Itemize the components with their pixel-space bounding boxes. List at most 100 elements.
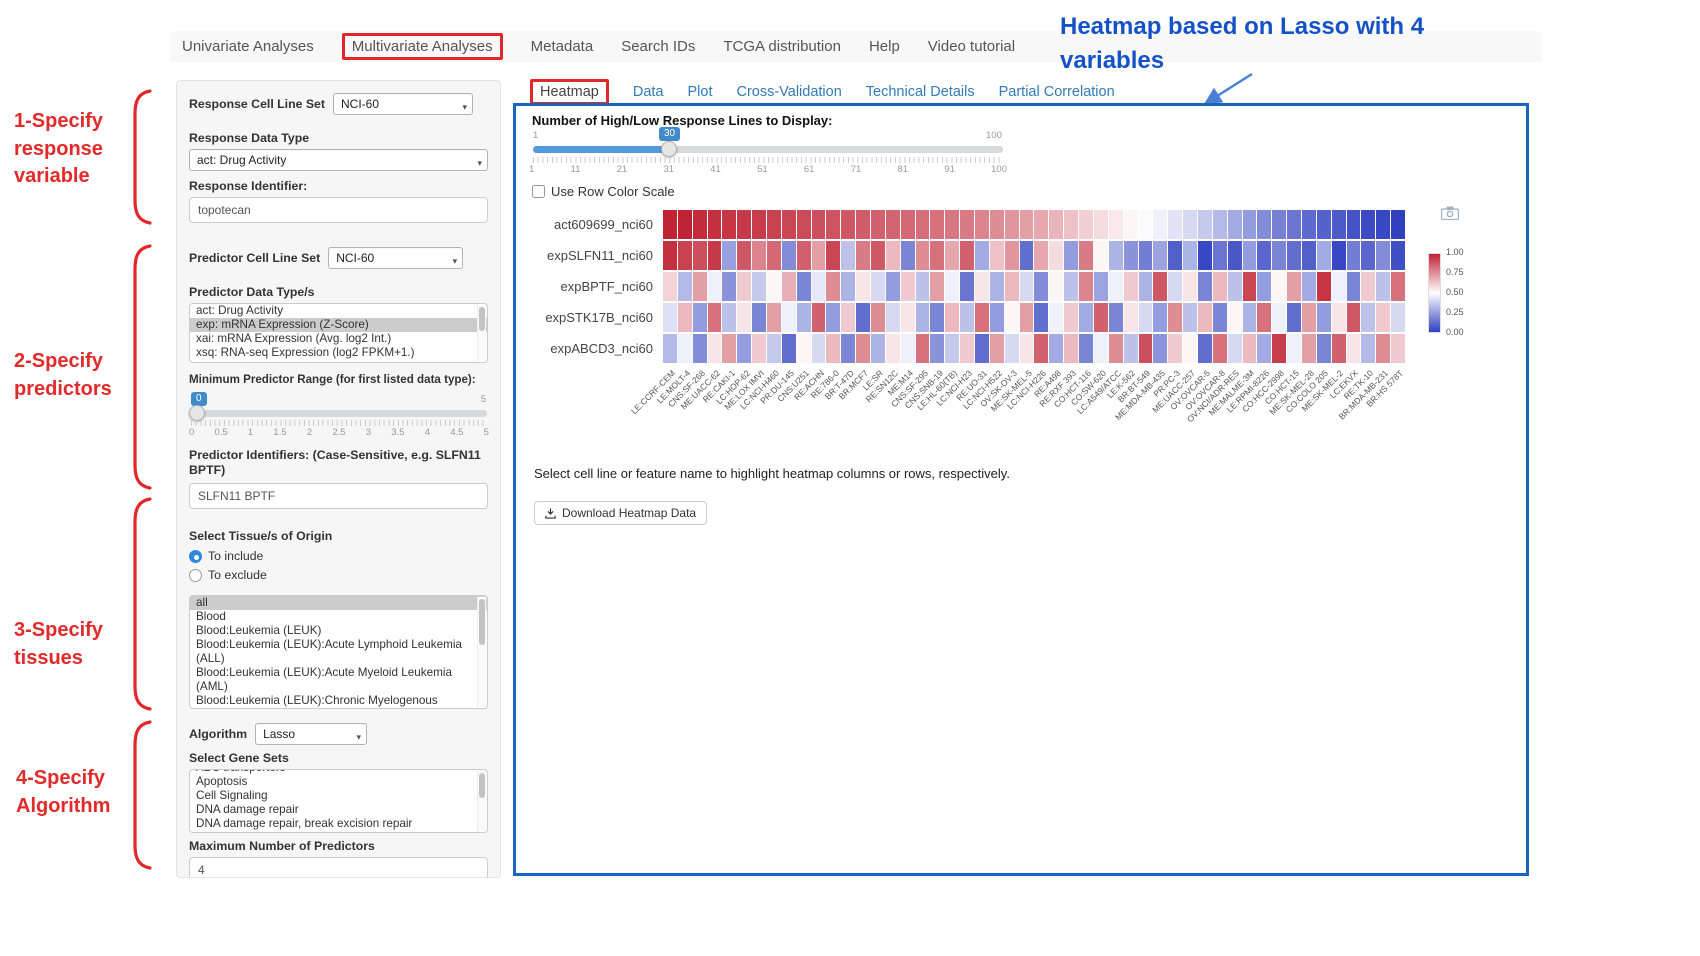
heatmap-cell[interactable] — [1376, 334, 1391, 363]
heatmap-cell[interactable] — [826, 241, 841, 270]
heatmap-cell[interactable] — [1079, 303, 1093, 332]
heatmap-cell[interactable] — [915, 303, 930, 332]
heatmap-cell[interactable] — [1361, 334, 1376, 363]
heatmap-cell[interactable] — [811, 272, 826, 301]
heatmap-cell[interactable] — [989, 210, 1004, 239]
heatmap-cell[interactable] — [930, 272, 945, 301]
heatmap-cell[interactable] — [1168, 241, 1183, 270]
heatmap-cell[interactable] — [1331, 334, 1346, 363]
heatmap-cell[interactable] — [1227, 241, 1242, 270]
heatmap-cell[interactable] — [722, 303, 737, 332]
heatmap-cell[interactable] — [1034, 210, 1049, 239]
heatmap-cell[interactable] — [811, 334, 826, 363]
heatmap-cell[interactable] — [945, 334, 960, 363]
min-predictor-range-slider[interactable]: 0 5 0 0.5 1 1.5 2 2.5 3 3.5 4 4.5 5 — [189, 392, 489, 440]
heatmap-cell[interactable] — [1391, 210, 1405, 239]
heatmap-cell[interactable] — [1272, 334, 1287, 363]
heatmap-cell[interactable] — [841, 241, 856, 270]
heatmap-cell[interactable] — [663, 210, 677, 239]
heatmap-cell[interactable] — [1064, 210, 1079, 239]
tissue-option[interactable]: all — [190, 595, 487, 610]
heatmap-cell[interactable] — [1376, 241, 1391, 270]
heatmap-cell[interactable] — [1093, 241, 1108, 270]
slider-handle[interactable] — [661, 141, 677, 157]
heatmap-cell[interactable] — [1123, 210, 1138, 239]
heatmap-cell[interactable] — [1183, 241, 1197, 270]
heatmap-cell[interactable] — [752, 334, 767, 363]
heatmap-cell[interactable] — [1153, 334, 1168, 363]
heatmap-cell[interactable] — [1153, 241, 1168, 270]
heatmap-cell[interactable] — [1331, 303, 1346, 332]
scrollbar[interactable] — [477, 770, 486, 831]
heatmap-cell[interactable] — [1168, 272, 1183, 301]
heatmap-cell[interactable] — [930, 334, 945, 363]
heatmap-cell[interactable] — [1301, 241, 1316, 270]
heatmap-cell[interactable] — [1331, 241, 1346, 270]
heatmap-cell[interactable] — [841, 334, 856, 363]
heatmap-cell[interactable] — [663, 303, 677, 332]
heatmap-cell[interactable] — [885, 303, 900, 332]
heatmap-cell[interactable] — [1287, 272, 1301, 301]
heatmap-cell[interactable] — [663, 334, 677, 363]
gene-set-option[interactable]: ABC transporters — [190, 770, 487, 775]
heatmap-cell[interactable] — [989, 303, 1004, 332]
tissue-option[interactable]: Blood:Leukemia (LEUK):Chronic Myelogenou… — [196, 693, 438, 707]
heatmap-cell[interactable] — [1272, 210, 1287, 239]
heatmap-cell[interactable] — [737, 303, 752, 332]
heatmap-cell[interactable] — [663, 272, 677, 301]
heatmap-cell[interactable] — [826, 303, 841, 332]
tissue-exclude-radio-row[interactable]: To exclude — [189, 566, 488, 585]
predictor-data-type-option[interactable]: exp: mRNA Expression (Z-Score) — [190, 318, 487, 332]
nav-tab-univariate[interactable]: Univariate Analyses — [182, 38, 314, 55]
heatmap-cell[interactable] — [707, 272, 722, 301]
heatmap-cell[interactable] — [796, 241, 811, 270]
heatmap-cell[interactable] — [1346, 241, 1361, 270]
heatmap-cell[interactable] — [1049, 272, 1064, 301]
heatmap-cell[interactable] — [856, 210, 871, 239]
heatmap-cell[interactable] — [1242, 334, 1257, 363]
heatmap-cell[interactable] — [1212, 210, 1227, 239]
heatmap-cell[interactable] — [1123, 334, 1138, 363]
heatmap-cell[interactable] — [811, 241, 826, 270]
heatmap-cell[interactable] — [1346, 334, 1361, 363]
heatmap-cell[interactable] — [1019, 272, 1034, 301]
heatmap-cell[interactable] — [975, 303, 989, 332]
heatmap-cell[interactable] — [811, 303, 826, 332]
response-data-type-select[interactable]: act: Drug Activity ▾ — [189, 149, 488, 171]
heatmap-row-label[interactable]: expABCD3_nci60 — [550, 341, 653, 356]
heatmap-cell[interactable] — [1034, 241, 1049, 270]
heatmap-cell[interactable] — [1212, 303, 1227, 332]
heatmap-cell[interactable] — [1361, 210, 1376, 239]
heatmap-cell[interactable] — [1346, 210, 1361, 239]
heatmap-cell[interactable] — [1346, 303, 1361, 332]
scrollbar[interactable] — [477, 305, 486, 361]
radio-to-include[interactable] — [189, 549, 202, 563]
heatmap-cell[interactable] — [930, 210, 945, 239]
heatmap-cell[interactable] — [811, 210, 826, 239]
heatmap-cell[interactable] — [1227, 303, 1242, 332]
heatmap-cell[interactable] — [945, 303, 960, 332]
tab-partial-correlation[interactable]: Partial Correlation — [998, 84, 1115, 100]
heatmap-cell[interactable] — [1153, 272, 1168, 301]
heatmap-cell[interactable] — [1257, 334, 1272, 363]
heatmap-cell[interactable] — [1004, 334, 1019, 363]
heatmap-cell[interactable] — [1183, 334, 1197, 363]
heatmap-cell[interactable] — [1049, 303, 1064, 332]
heatmap-cell[interactable] — [945, 210, 960, 239]
heatmap-cell[interactable] — [1272, 241, 1287, 270]
heatmap-cell[interactable] — [1138, 303, 1153, 332]
heatmap-cell[interactable] — [1227, 334, 1242, 363]
heatmap-cell[interactable] — [737, 210, 752, 239]
heatmap-cell[interactable] — [737, 241, 752, 270]
heatmap-cell[interactable] — [1316, 303, 1331, 332]
heatmap-cell[interactable] — [1331, 272, 1346, 301]
heatmap-cell[interactable] — [692, 241, 707, 270]
heatmap-cell[interactable] — [871, 210, 885, 239]
radio-to-exclude[interactable] — [189, 568, 202, 582]
heatmap-cell[interactable] — [1108, 303, 1123, 332]
heatmap-cell[interactable] — [796, 334, 811, 363]
heatmap-cell[interactable] — [1093, 303, 1108, 332]
heatmap-cell[interactable] — [1361, 241, 1376, 270]
heatmap-cell[interactable] — [885, 334, 900, 363]
heatmap-cell[interactable] — [1123, 272, 1138, 301]
